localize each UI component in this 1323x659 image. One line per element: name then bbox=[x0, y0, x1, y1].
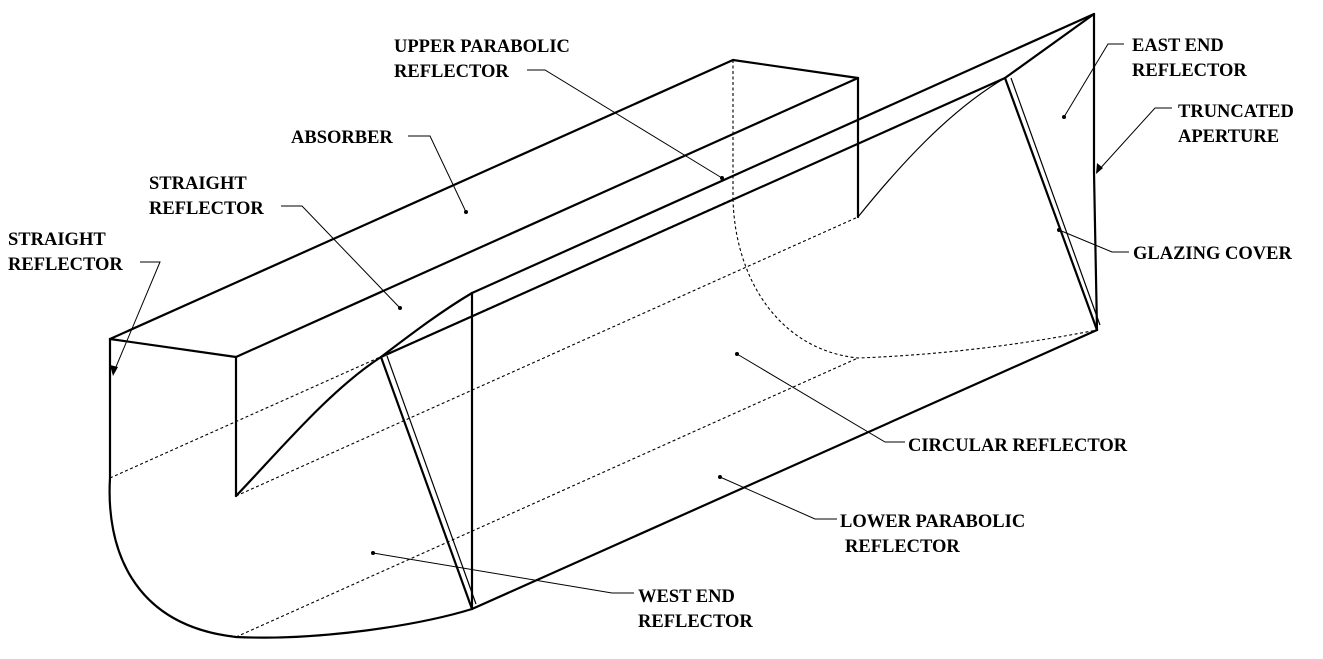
label-glazing-cover: GLAZING COVER bbox=[1133, 244, 1292, 264]
label-truncated-aperture: TRUNCATED APERTURE bbox=[1178, 102, 1298, 147]
label-straight-reflector-inner: STRAIGHT REFLECTOR bbox=[149, 174, 264, 219]
leader-lines bbox=[112, 43, 1172, 594]
label-circular-reflector: CIRCULAR REFLECTOR bbox=[908, 436, 1128, 456]
outline-edges bbox=[108, 12, 1101, 639]
hidden-edges bbox=[109, 60, 1098, 638]
leader-dots bbox=[371, 115, 1066, 555]
arrowheads bbox=[110, 163, 1103, 376]
label-absorber: ABSORBER bbox=[291, 128, 393, 148]
label-straight-reflector-outer: STRAIGHT REFLECTOR bbox=[8, 230, 123, 275]
label-upper-parabolic-reflector: UPPER PARABOLIC REFLECTOR bbox=[394, 37, 575, 82]
label-lower-parabolic-reflector: LOWER PARABOLIC REFLECTOR bbox=[840, 512, 1030, 557]
label-west-end-reflector: WEST END REFLECTOR bbox=[638, 587, 753, 632]
label-east-end-reflector: EAST END REFLECTOR bbox=[1132, 36, 1247, 81]
